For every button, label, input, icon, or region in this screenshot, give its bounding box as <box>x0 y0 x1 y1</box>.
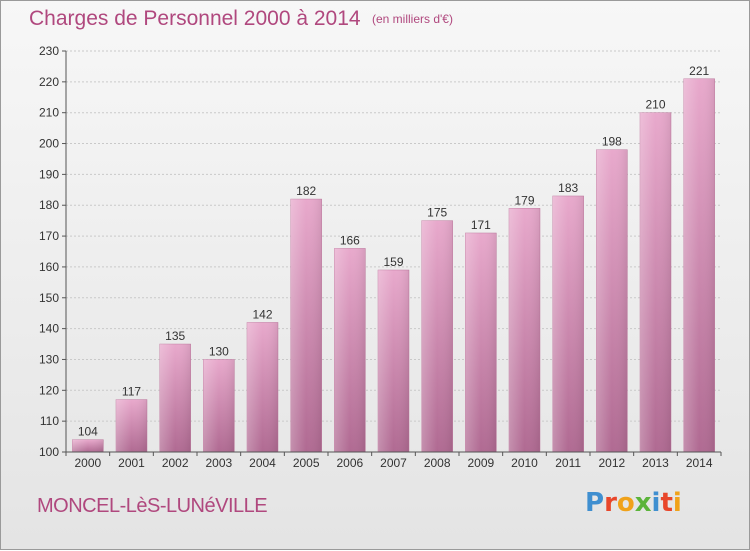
y-tick-label: 120 <box>39 383 59 397</box>
bar-shine <box>203 359 235 452</box>
y-tick-label: 200 <box>39 137 59 151</box>
x-tick-label: 2000 <box>74 456 101 470</box>
x-tick-label: 2007 <box>380 456 407 470</box>
proxiti-logo: Proxiti <box>585 488 682 518</box>
commune-name: MONCEL-LèS-LUNéVILLE <box>37 495 268 517</box>
logo-letter: i <box>651 488 661 518</box>
x-tick-label: 2003 <box>205 456 232 470</box>
y-tick-label: 170 <box>39 229 59 243</box>
logo-letter: t <box>660 488 673 518</box>
x-tick-label: 2008 <box>424 456 451 470</box>
y-tick-label: 190 <box>39 167 59 181</box>
bar-value-label: 182 <box>296 184 316 198</box>
bar-shine <box>465 232 497 452</box>
y-tick-label: 210 <box>39 106 59 120</box>
bar-value-label: 159 <box>383 255 403 269</box>
bar-shine <box>421 220 453 452</box>
bar-shine <box>596 149 628 452</box>
bar-shine <box>290 199 322 452</box>
chart-subtitle: (en milliers d'€) <box>372 12 453 26</box>
bar-shine <box>159 344 191 452</box>
chart-title: Charges de Personnel 2000 à 2014 <box>29 7 361 30</box>
x-tick-label: 2013 <box>642 456 669 470</box>
bar-value-label: 142 <box>252 307 272 321</box>
logo-letter: i <box>672 488 682 518</box>
bar-shine <box>247 322 278 452</box>
y-tick-label: 110 <box>40 414 59 428</box>
y-tick-label: 180 <box>39 198 59 212</box>
bar-value-label: 117 <box>122 385 141 399</box>
logo-letter: P <box>585 488 605 518</box>
y-tick-label: 230 <box>39 44 59 58</box>
bar-shine <box>334 248 366 452</box>
logo-letter: r <box>604 488 617 518</box>
x-tick-label: 2009 <box>467 456 494 470</box>
bar-shine <box>72 439 104 452</box>
bar-value-label: 166 <box>340 233 360 247</box>
bar-shine <box>640 112 671 452</box>
x-tick-label: 2011 <box>555 456 581 470</box>
bar-value-label: 175 <box>427 206 447 220</box>
bar-shine <box>378 270 409 452</box>
x-tick-label: 2005 <box>293 456 320 470</box>
x-tick-label: 2002 <box>162 456 189 470</box>
x-tick-label: 2004 <box>249 456 276 470</box>
bar-shine <box>509 208 540 452</box>
bar-value-label: 171 <box>471 218 491 232</box>
bar-value-label: 104 <box>78 425 98 439</box>
bar-shine <box>552 195 584 452</box>
bar-value-label: 210 <box>645 98 665 112</box>
y-tick-label: 220 <box>39 75 59 89</box>
x-tick-label: 2010 <box>511 456 538 470</box>
bar-shine <box>116 399 147 452</box>
y-tick-label: 140 <box>39 322 59 336</box>
bar-value-label: 183 <box>558 181 578 195</box>
bar-value-label: 198 <box>602 135 622 149</box>
bar-value-label: 130 <box>209 344 229 358</box>
y-tick-label: 130 <box>39 352 59 366</box>
y-tick-label: 100 <box>39 445 59 459</box>
y-tick-label: 160 <box>39 260 59 274</box>
x-tick-label: 2012 <box>598 456 625 470</box>
x-tick-label: 2014 <box>686 456 713 470</box>
bar-value-label: 221 <box>689 64 709 78</box>
y-tick-label: 150 <box>39 291 59 305</box>
x-tick-label: 2001 <box>118 456 145 470</box>
bar-value-label: 179 <box>514 193 534 207</box>
x-tick-label: 2006 <box>336 456 363 470</box>
logo-letter: x <box>634 488 652 518</box>
bar-shine <box>683 78 715 452</box>
bar-value-label: 135 <box>165 329 185 343</box>
logo-letter: o <box>616 488 635 518</box>
